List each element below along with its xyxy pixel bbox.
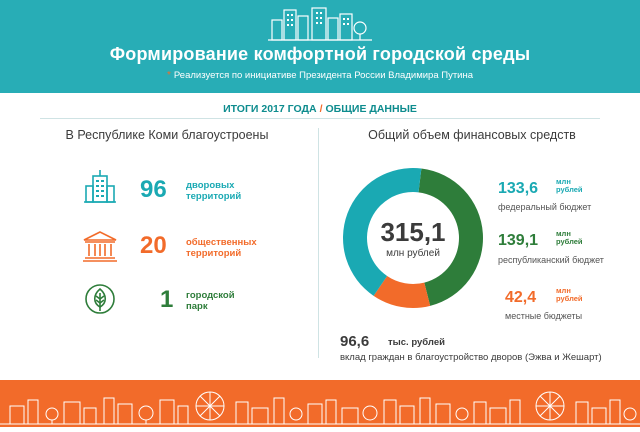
yards-value: 96 — [140, 176, 167, 203]
local-desc: местные бюджеты — [505, 311, 583, 321]
building-icon — [84, 170, 116, 203]
park-label-line2: парк — [186, 301, 208, 312]
yards-label: дворовых территорий — [186, 180, 241, 202]
local-unit-line1: млн — [556, 286, 571, 295]
federal-unit-line1: млн — [556, 177, 571, 186]
subtitle-text: Реализуется по инициативе Президента Рос… — [173, 70, 474, 81]
republican-unit-line1: млн — [556, 229, 571, 238]
donut-slice-republican — [418, 168, 484, 306]
citizens-desc: вклад граждан в благоустройство дворов (… — [340, 352, 602, 363]
public-spaces-label-line1: общественных — [186, 237, 257, 248]
citizens-unit: тыс. рублей — [388, 337, 445, 348]
federal-value: 133,6 — [498, 180, 539, 197]
federal-desc: федеральный бюджет — [498, 202, 592, 212]
results-general: ОБЩИЕ ДАННЫЕ — [325, 103, 417, 115]
republican-value: 139,1 — [498, 232, 539, 249]
donut-total-unit: млн рублей — [386, 248, 440, 259]
left-section-title: В Республике Коми благоустроены — [65, 128, 269, 142]
local-value: 42,4 — [505, 289, 537, 306]
republican-unit: млн рублей — [556, 230, 583, 246]
republican-unit-line2: рублей — [556, 237, 583, 246]
results-year: ИТОГИ 2017 ГОДА — [223, 103, 317, 115]
header-banner: Формирование комфортной городской среды … — [0, 0, 640, 93]
footer-banner — [0, 380, 640, 427]
star-marker: * — [166, 70, 171, 81]
park-label: городской парк — [186, 290, 235, 312]
park-value: 1 — [160, 286, 174, 313]
page-title: Формирование комфортной городской среды — [109, 44, 531, 64]
tree-icon — [85, 284, 115, 314]
results-slash: / — [319, 103, 323, 115]
public-spaces-label-line2: территорий — [186, 248, 242, 259]
republican-desc: республиканский бюджет — [498, 255, 604, 265]
public-spaces-label: общественных территорий — [186, 237, 257, 259]
public-spaces-value: 20 — [140, 232, 167, 259]
federal-unit-line2: рублей — [556, 185, 583, 194]
federal-unit: млн рублей — [556, 178, 583, 194]
city-skyline-icon — [268, 7, 372, 41]
right-section-title: Общий объем финансовых средств — [368, 128, 576, 142]
local-unit: млн рублей — [556, 287, 583, 303]
yards-label-line1: дворовых — [186, 180, 235, 191]
yards-label-line2: территорий — [186, 191, 242, 202]
local-unit-line2: рублей — [556, 294, 583, 303]
results-divider — [40, 118, 600, 119]
park-label-line1: городской — [186, 290, 235, 301]
footer-cityscape-icon — [0, 391, 640, 425]
funding-donut-chart — [343, 168, 484, 308]
donut-total-value: 315,1 — [380, 217, 446, 247]
page-subtitle: * Реализуется по инициативе Президента Ро… — [0, 70, 640, 81]
column-divider — [318, 128, 319, 358]
donut-slice-federal — [343, 168, 422, 296]
results-heading: ИТОГИ 2017 ГОДА / ОБЩИЕ ДАННЫЕ — [0, 103, 640, 115]
columns-building-icon — [83, 231, 117, 262]
donut-slice-local — [373, 276, 431, 308]
citizens-value: 96,6 — [340, 333, 370, 350]
